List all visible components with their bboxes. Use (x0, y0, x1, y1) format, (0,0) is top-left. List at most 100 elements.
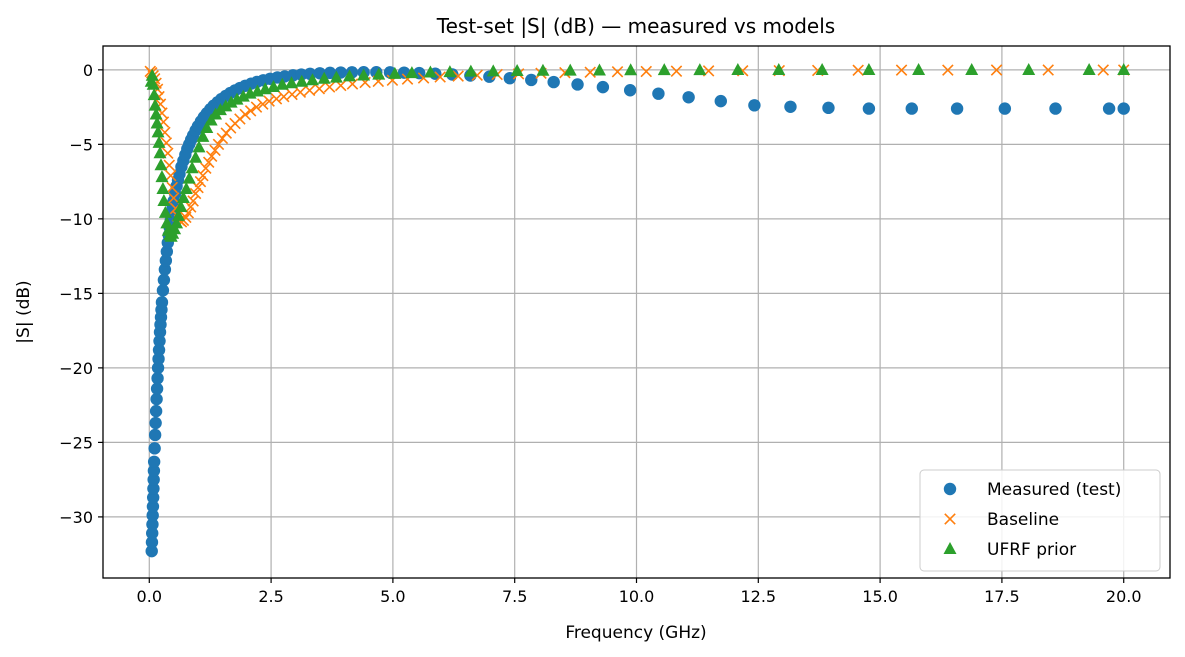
baseline-point (640, 65, 653, 78)
legend: Measured (test) Baseline UFRF prior (919, 469, 1161, 572)
measured-point (158, 263, 172, 276)
legend-marker-measured (943, 482, 957, 496)
ufrf-prior-point (174, 199, 188, 212)
baseline-point (611, 66, 624, 78)
measured-point (147, 482, 160, 495)
y-tick-label: −5 (69, 135, 93, 154)
legend-label-ufrf: UFRF prior (987, 540, 1076, 560)
measured-point (623, 84, 637, 97)
measured-point (157, 273, 171, 287)
y-tick-label: −15 (59, 284, 93, 303)
baseline-point (303, 84, 316, 97)
ufrf-prior-point (317, 71, 331, 84)
ufrf-prior-point (151, 125, 165, 138)
x-tick-label: 5.0 (380, 587, 405, 606)
baseline-point (192, 181, 204, 194)
ufrf-prior-point (862, 62, 876, 75)
grid-lines (103, 46, 1170, 578)
measured-point (998, 102, 1012, 115)
measured-point (145, 536, 159, 549)
ufrf-prior-point (372, 67, 386, 80)
measured-point (905, 102, 918, 115)
baseline-point (212, 138, 225, 151)
x-tick-label: 12.5 (740, 587, 776, 606)
measured-point (153, 334, 166, 348)
y-axis: 0 −5 −10 −15 −20 −25 −30 (59, 61, 103, 527)
ufrf-prior-point (154, 158, 168, 171)
measured-point (1102, 102, 1116, 115)
ufrf-prior-point (172, 208, 186, 221)
ufrf-prior-point (731, 62, 745, 75)
measured-point (862, 102, 876, 115)
ufrf-prior-point (219, 99, 233, 112)
measured-point (152, 352, 165, 366)
baseline-point (209, 144, 221, 157)
ufrf-prior-point (285, 76, 299, 89)
measured-point (160, 245, 174, 258)
ufrf-prior-point (329, 70, 343, 83)
y-axis-label: |S| (dB) (14, 280, 34, 343)
ufrf-prior-point (1082, 62, 1096, 75)
measured-point (1117, 102, 1130, 115)
measured-point (147, 464, 161, 477)
baseline-point (244, 105, 257, 117)
ufrf-prior-point (147, 88, 161, 101)
x-tick-label: 17.5 (984, 587, 1020, 606)
measured-point (145, 544, 158, 558)
baseline-point (852, 64, 864, 77)
ufrf-prior-point (510, 64, 524, 77)
ufrf-prior-point (275, 77, 289, 90)
measured-point (150, 382, 164, 395)
legend-marker-baseline (944, 513, 956, 525)
measured-point (150, 392, 163, 406)
baseline-point (239, 108, 252, 121)
measured-point (547, 75, 560, 89)
baseline-point (313, 83, 326, 95)
measured-point (822, 101, 835, 115)
ufrf-prior-point (343, 69, 357, 82)
measured-point (151, 372, 164, 385)
measured-point (149, 416, 162, 430)
measured-point (652, 87, 665, 100)
y-tick-label: −10 (59, 210, 93, 229)
baseline-point (1042, 64, 1054, 76)
ufrf-prior-point (179, 182, 193, 195)
ufrf-prior-point (149, 107, 163, 120)
ufrf-prior-point (772, 62, 786, 75)
baseline-point (270, 93, 283, 105)
baseline-point (200, 162, 212, 174)
ufrf-prior-point (146, 77, 160, 90)
measured-point (1049, 102, 1062, 115)
y-tick-label: −20 (59, 359, 93, 378)
measured-point (525, 73, 538, 87)
ufrf-prior-point (155, 170, 169, 183)
measured-point (147, 473, 160, 486)
ufrf-prior-point (815, 62, 829, 75)
measured-point (571, 78, 584, 91)
baseline-point (194, 175, 207, 188)
measured-point (748, 99, 761, 112)
measured-point (146, 509, 159, 522)
baseline-point (990, 64, 1003, 76)
y-tick-label: −25 (59, 433, 93, 452)
ufrf-prior-point (200, 120, 214, 133)
ufrf-prior-point (536, 63, 550, 76)
measured-point (146, 518, 159, 531)
baseline-point (584, 66, 596, 78)
ufrf-prior-point (486, 64, 500, 77)
ufrf-prior-point (592, 63, 606, 76)
measured-point (146, 491, 160, 504)
baseline-point (670, 65, 683, 77)
measured-point (148, 428, 162, 442)
x-axis-label: Frequency (GHz) (565, 623, 706, 643)
ufrf-prior-point (912, 62, 926, 75)
series-layer (144, 62, 1131, 558)
ufrf-prior-point (295, 74, 309, 87)
baseline-point (187, 195, 199, 207)
legend-markers (943, 482, 957, 554)
x-tick-label: 7.5 (502, 587, 527, 606)
baseline-point (286, 88, 298, 101)
ufrf-prior-point (423, 65, 437, 78)
ufrf-prior-point (405, 66, 419, 79)
